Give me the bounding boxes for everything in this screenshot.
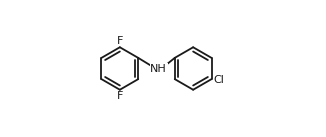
Text: F: F bbox=[117, 36, 123, 46]
Text: NH: NH bbox=[150, 64, 167, 73]
Text: F: F bbox=[117, 91, 123, 101]
Text: Cl: Cl bbox=[213, 75, 224, 85]
